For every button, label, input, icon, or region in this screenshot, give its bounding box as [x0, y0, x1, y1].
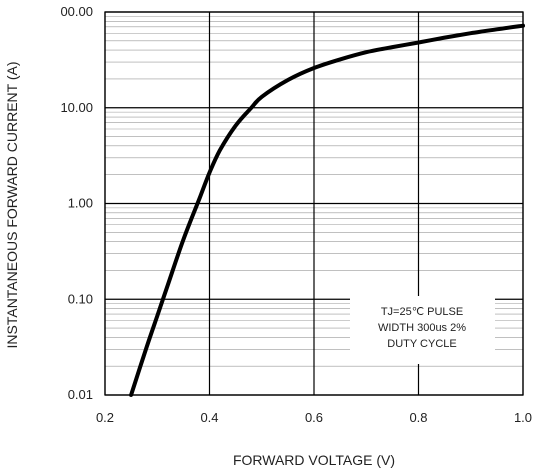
y-tick-label: 1.00: [68, 196, 93, 211]
y-tick-labels: 0.01 0.10 1.00 10.00 00.00: [60, 4, 93, 402]
y-tick-label: 0.01: [68, 387, 93, 402]
y-tick-label: 00.00: [60, 4, 93, 19]
x-tick-labels: 0.2 0.4 0.6 0.8 1.0: [96, 410, 532, 425]
y-axis-label: INSTANTANEOUS FORWARD CURRENT (A): [4, 61, 20, 348]
x-tick-label: 1.0: [514, 410, 532, 425]
annotation-line-2: WIDTH 300us 2%: [378, 322, 466, 334]
y-tick-label: 10.00: [60, 100, 93, 115]
x-axis-label: FORWARD VOLTAGE (V): [233, 452, 395, 468]
plot-area-frame: [104, 11, 524, 396]
annotation-box: TJ=25℃ PULSE WIDTH 300us 2% DUTY CYCLE: [350, 296, 495, 364]
series-curve: [129, 23, 525, 397]
x-tick-label: 0.6: [305, 410, 323, 425]
annotation-line-3: DUTY CYCLE: [387, 338, 456, 350]
annotation-line-1: TJ=25℃ PULSE: [381, 306, 463, 318]
x-tick-label: 0.4: [200, 410, 218, 425]
y-tick-label: 0.10: [68, 291, 93, 306]
x-tick-label: 0.8: [409, 410, 427, 425]
x-tick-label: 0.2: [96, 410, 114, 425]
